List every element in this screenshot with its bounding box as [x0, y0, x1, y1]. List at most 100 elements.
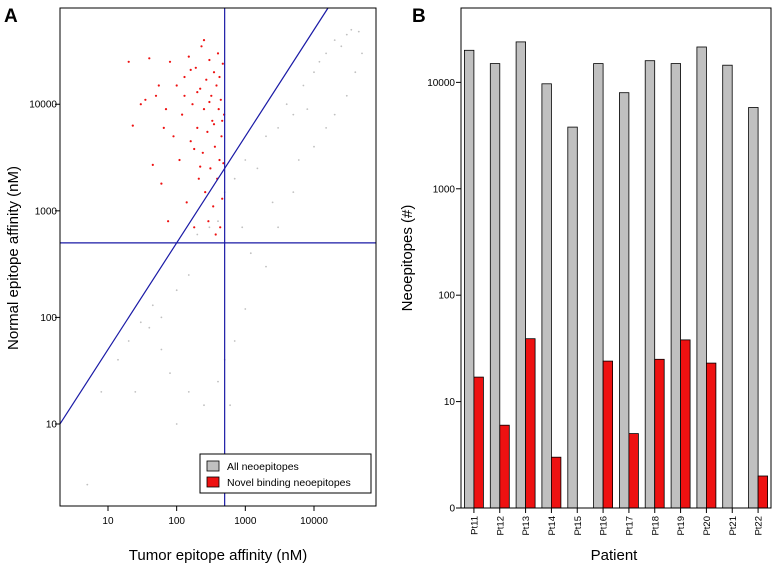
point-all-neoepitopes	[160, 348, 163, 351]
x-tick-label: Pt20	[702, 516, 713, 536]
point-all-neoepitopes	[354, 71, 357, 74]
bar-all-neoepitopes	[670, 63, 681, 509]
point-all-neoepitopes	[148, 326, 151, 329]
panel-a-plot-frame	[59, 7, 377, 507]
point-novel-binding	[181, 113, 184, 116]
point-all-neoepitopes	[169, 372, 171, 374]
point-novel-binding	[218, 158, 221, 162]
y-axis-ticks: 0 10 100 1000 10000	[427, 78, 461, 515]
y-tick-label: 10000	[29, 100, 57, 111]
point-novel-binding	[218, 75, 221, 79]
point-novel-binding	[208, 58, 211, 62]
bar-all-neoepitopes	[515, 41, 526, 509]
legend: All neoepitopes Novel binding neoepitope…	[199, 453, 372, 494]
point-all-neoepitopes	[217, 380, 219, 383]
point-novel-binding	[202, 39, 206, 42]
point-all-neoepitopes	[139, 321, 142, 324]
bar-all-neoepitopes	[593, 63, 604, 509]
point-novel-binding	[202, 108, 206, 111]
point-novel-binding	[222, 162, 225, 165]
y-tick-label: 100	[438, 291, 455, 302]
point-all-neoepitopes	[175, 423, 178, 425]
point-novel-binding	[196, 126, 199, 129]
point-all-neoepitopes	[345, 33, 348, 36]
y-tick-label: 1000	[433, 184, 456, 195]
point-novel-binding	[205, 78, 208, 81]
bar-all-neoepitopes	[722, 64, 733, 509]
point-all-neoepitopes	[345, 94, 348, 97]
x-axis-label: Tumor epitope affinity (nM)	[129, 547, 307, 564]
x-tick-label: Pt19	[676, 516, 687, 536]
point-all-neoepitopes	[271, 201, 274, 204]
point-novel-binding	[211, 119, 214, 122]
point-novel-binding	[185, 201, 188, 204]
point-all-neoepitopes	[306, 108, 309, 110]
point-novel-binding	[189, 140, 192, 143]
point-all-neoepitopes	[313, 145, 315, 148]
point-all-neoepitopes	[233, 177, 236, 180]
point-novel-binding	[213, 145, 216, 148]
point-all-neoepitopes	[117, 358, 119, 361]
point-novel-binding	[183, 94, 186, 97]
diagonal-line	[59, 7, 329, 425]
point-novel-binding	[148, 57, 151, 60]
point-all-neoepitopes	[285, 103, 288, 106]
bar-all-neoepitopes	[489, 63, 501, 509]
point-novel-binding	[215, 84, 218, 87]
y-axis-label: Neoepitopes (#)	[399, 205, 416, 312]
point-novel-binding	[206, 130, 209, 133]
x-tick-label: Pt13	[521, 516, 532, 536]
x-tick-label: Pt11	[469, 516, 480, 535]
point-novel-binding	[154, 94, 158, 97]
y-tick-label: 10	[46, 419, 58, 430]
y-axis-ticks: 10 100 1000 10000	[29, 100, 60, 430]
point-novel-binding	[139, 103, 142, 106]
point-all-neoepitopes	[256, 167, 259, 170]
point-all-neoepitopes	[340, 45, 343, 48]
point-all-neoepitopes	[244, 159, 247, 161]
y-tick-label: 0	[449, 504, 455, 515]
y-tick-label: 10000	[427, 78, 455, 89]
bar-all-neoepitopes	[541, 83, 552, 509]
point-all-neoepitopes	[244, 308, 247, 310]
point-all-neoepitopes	[229, 404, 232, 407]
point-novel-binding	[160, 182, 163, 185]
x-tick-label: 100	[168, 516, 185, 527]
y-tick-label: 100	[40, 313, 57, 324]
point-all-neoepitopes	[361, 52, 363, 55]
point-all-neoepitopes	[233, 340, 236, 342]
point-novel-binding	[204, 191, 207, 194]
point-all-neoepitopes	[208, 226, 211, 229]
point-novel-binding	[164, 108, 168, 111]
point-all-neoepitopes	[134, 391, 137, 393]
point-all-neoepitopes	[357, 30, 360, 33]
panel-b-plot-frame	[460, 7, 772, 509]
point-all-neoepitopes	[277, 127, 279, 129]
point-all-neoepitopes	[265, 135, 267, 138]
bar-all-neoepitopes	[748, 107, 759, 509]
point-all-neoepitopes	[302, 84, 305, 87]
x-tick-label: Pt21	[728, 516, 739, 536]
point-novel-binding	[209, 167, 212, 170]
panel-b-label: B	[412, 6, 426, 27]
bar-all-neoepitopes	[619, 92, 630, 509]
point-novel-binding	[221, 119, 224, 122]
point-novel-binding	[221, 197, 224, 200]
x-tick-label: 10000	[300, 516, 328, 527]
x-tick-label: Pt17	[624, 516, 635, 536]
y-tick-label: 10	[444, 397, 456, 408]
point-novel-binding	[207, 220, 210, 223]
bar-novel-binding	[602, 360, 613, 509]
point-novel-binding	[167, 220, 170, 223]
point-novel-binding	[189, 68, 192, 71]
point-novel-binding	[172, 135, 175, 138]
bar-novel-binding	[499, 424, 510, 509]
point-all-neoepitopes	[175, 289, 178, 292]
point-all-neoepitopes	[265, 265, 267, 268]
reference-lines	[59, 7, 376, 506]
legend-swatch-novel	[206, 476, 220, 488]
point-novel-binding	[208, 100, 211, 104]
bar-novel-binding	[628, 433, 639, 509]
point-all-neoepitopes	[217, 220, 219, 223]
